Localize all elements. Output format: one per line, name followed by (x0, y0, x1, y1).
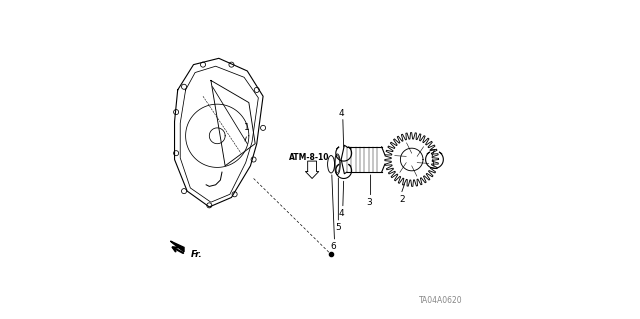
Text: 4: 4 (339, 109, 344, 118)
Text: 6: 6 (331, 242, 337, 251)
Text: 3: 3 (367, 198, 372, 207)
Polygon shape (170, 241, 184, 252)
Text: 7: 7 (429, 149, 435, 158)
Text: 5: 5 (335, 223, 340, 232)
Text: Fr.: Fr. (190, 250, 202, 259)
Text: 4: 4 (339, 209, 344, 218)
Text: ATM-8-10: ATM-8-10 (289, 153, 329, 162)
Text: 2: 2 (399, 195, 405, 204)
Text: 1: 1 (244, 123, 250, 132)
Text: TA04A0620: TA04A0620 (419, 296, 462, 305)
